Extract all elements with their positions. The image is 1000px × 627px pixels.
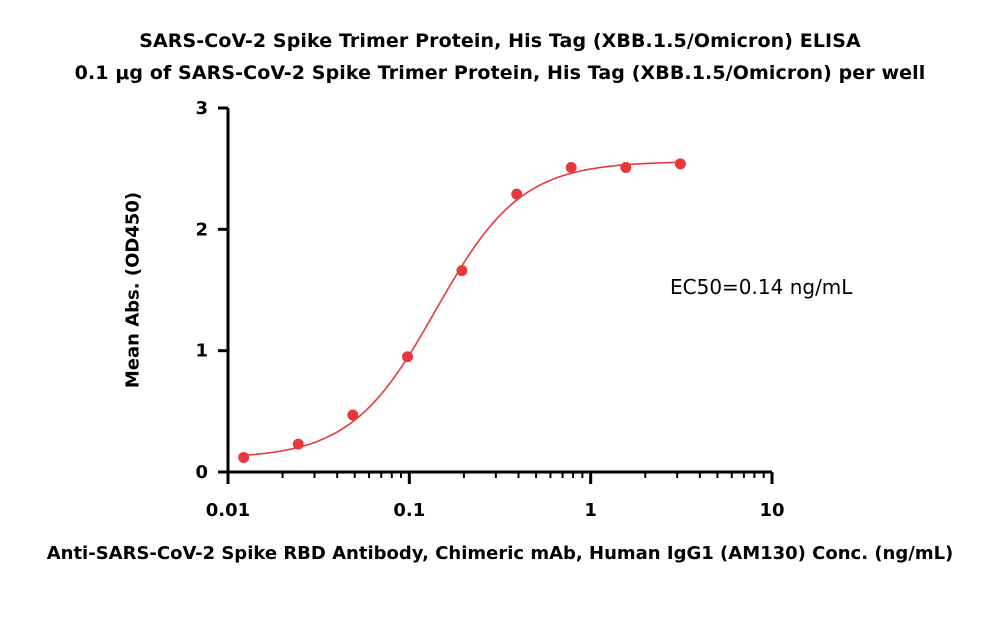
data-point [238,451,250,463]
data-point [674,158,686,170]
data-point [402,351,414,363]
data-point [565,161,577,173]
x-tick-label: 1 [584,500,597,521]
fit-curve [243,161,681,457]
data-point [620,161,632,173]
data-points-layer [238,158,686,463]
y-axis-label: Mean Abs. (OD450) [122,191,144,389]
fit-curve-layer [243,161,681,457]
x-tick-label: 0.1 [393,500,425,521]
x-tick-label: 10 [759,500,784,521]
data-point [292,438,304,450]
y-tick-label: 3 [195,98,208,119]
y-tick-label: 2 [195,219,208,240]
y-tick-label: 1 [195,341,208,362]
data-point [456,265,468,277]
x-tick-label: 0.01 [206,500,250,521]
data-point [347,409,359,421]
axes: 0 1 2 3 0.01 0.1 1 10 [195,98,784,521]
ec50-annotation: EC50=0.14 ng/mL [670,275,853,299]
y-tick-label: 0 [195,462,208,483]
chart-title: SARS-CoV-2 Spike Trimer Protein, His Tag… [139,30,861,52]
data-point [511,188,523,200]
x-axis-label: Anti-SARS-CoV-2 Spike RBD Antibody, Chim… [46,543,954,564]
chart-subtitle: 0.1 μg of SARS-CoV-2 Spike Trimer Protei… [74,62,926,84]
